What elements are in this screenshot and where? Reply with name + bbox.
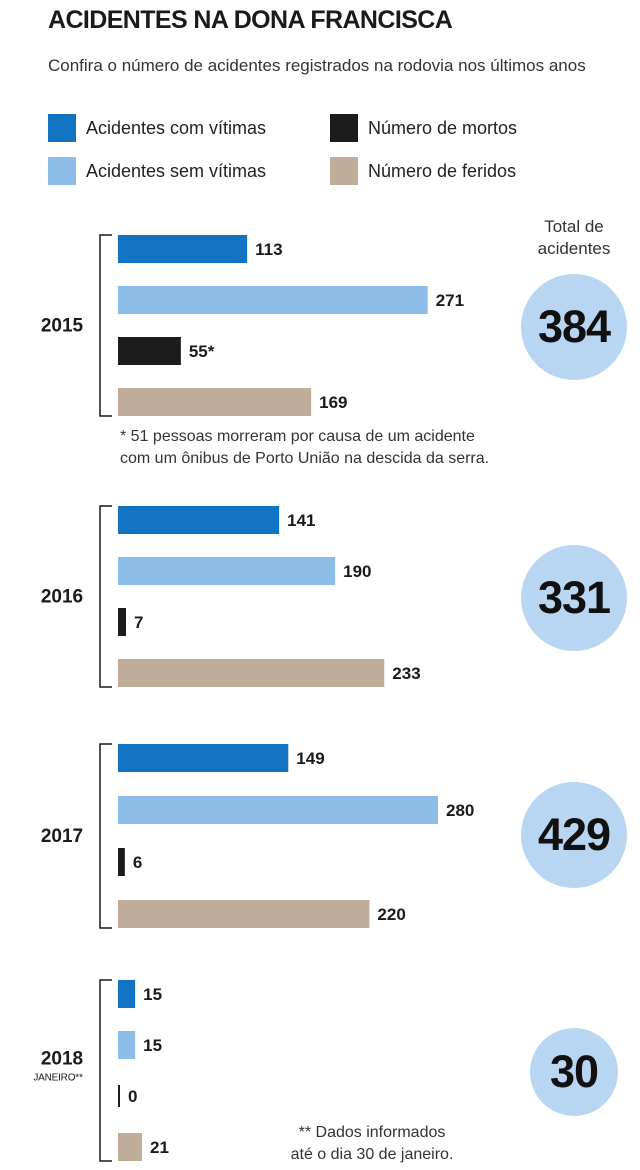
legend-swatch <box>48 157 76 185</box>
legend-label: Número de feridos <box>368 160 517 181</box>
total-value: 384 <box>538 301 611 352</box>
chart-title: ACIDENTES NA DONA FRANCISCA <box>48 6 453 34</box>
total-header-line-2: acidentes <box>538 239 611 258</box>
group-bracket <box>99 979 112 1162</box>
value-label: 149 <box>296 749 324 768</box>
bar-2016-2 <box>118 557 336 585</box>
bar-2016-1 <box>118 506 280 534</box>
total-value: 331 <box>538 572 610 623</box>
year-sublabel: JANEIRO** <box>33 1073 83 1084</box>
bar-2016-3 <box>118 608 126 636</box>
footnote-line: * 51 pessoas morreram por causa de um ac… <box>120 428 475 445</box>
bar-2018-3 <box>118 1085 120 1107</box>
value-label: 169 <box>319 393 347 412</box>
legend-item-numero-de-feridos: Número de feridos <box>330 157 516 185</box>
bar-2017-3 <box>118 848 125 876</box>
value-label: 7 <box>134 613 143 632</box>
footnote-line: com um ônibus de Porto União na descida … <box>120 450 489 467</box>
value-label: 190 <box>343 562 371 581</box>
bar-2015-1 <box>118 235 248 263</box>
value-label: 0 <box>128 1087 137 1106</box>
legend-item-acidentes-com-vitimas: Acidentes com vítimas <box>48 114 266 142</box>
value-label: 15 <box>143 985 162 1004</box>
bar-2017-1 <box>118 744 289 772</box>
group-bracket <box>99 234 112 417</box>
group-bracket <box>99 505 112 688</box>
value-label: 141 <box>287 511 315 530</box>
value-label: 21 <box>150 1138 169 1157</box>
total-circle <box>521 782 627 888</box>
footnote-line: ** Dados informados <box>299 1124 446 1141</box>
total-circle <box>521 274 627 380</box>
bar-2017-4 <box>118 900 370 928</box>
value-label: 271 <box>436 291 464 310</box>
total-value: 429 <box>538 809 610 860</box>
year-label: 2015 <box>41 316 84 337</box>
legend-label: Acidentes com vítimas <box>86 117 267 138</box>
value-label: 280 <box>446 801 474 820</box>
bar-2018-2 <box>118 1031 136 1059</box>
value-label: 220 <box>377 905 405 924</box>
legend-swatch <box>330 114 358 142</box>
legend-item-acidentes-sem-vitimas: Acidentes sem vítimas <box>48 157 266 185</box>
value-label: 233 <box>392 664 420 683</box>
bar-2015-3 <box>118 337 181 365</box>
total-circle <box>530 1028 618 1116</box>
value-label: 113 <box>255 240 282 259</box>
legend-item-numero-de-mortos: Número de mortos <box>330 114 517 142</box>
chart-subtitle: Confira o número de acidentes registrado… <box>48 56 586 75</box>
legend-swatch <box>330 157 358 185</box>
total-value: 30 <box>550 1046 598 1097</box>
bar-2018-4 <box>118 1133 142 1161</box>
value-label: 15 <box>143 1036 162 1055</box>
legend-swatch <box>48 114 76 142</box>
total-circle <box>521 545 627 651</box>
legend-label: Acidentes sem vítimas <box>86 160 267 181</box>
footnote-line: até o dia 30 de janeiro. <box>291 1146 454 1163</box>
total-header-line-1: Total de <box>544 217 604 236</box>
value-label: 55* <box>189 342 215 361</box>
year-label: 2018 <box>41 1049 83 1070</box>
bar-2016-4 <box>118 659 385 687</box>
bar-2017-2 <box>118 796 438 824</box>
bar-2018-1 <box>118 980 136 1008</box>
year-label: 2017 <box>41 826 83 847</box>
bar-2015-2 <box>118 286 428 314</box>
legend-label: Número de mortos <box>368 117 518 138</box>
year-label: 2016 <box>41 587 83 608</box>
value-label: 6 <box>133 853 142 872</box>
group-bracket <box>99 743 112 929</box>
bar-2015-4 <box>118 388 312 416</box>
